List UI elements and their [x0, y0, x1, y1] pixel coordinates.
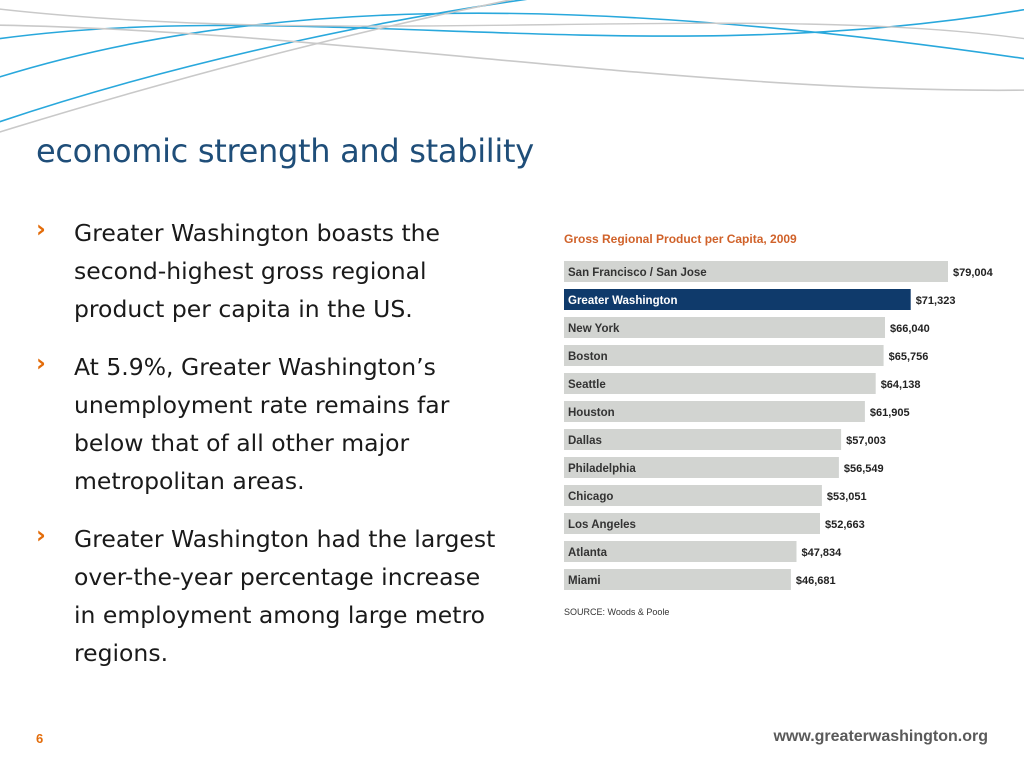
bar-category-label: Atlanta — [568, 547, 608, 559]
bar-value-label: $66,040 — [890, 323, 930, 335]
bar-value-label: $71,323 — [916, 295, 956, 307]
bar-category-label: Boston — [568, 351, 608, 363]
wave-line — [0, 24, 1024, 92]
chevron-right-icon: › — [36, 521, 46, 549]
bar-group: San Francisco / San Jose $79,004 Greater W… — [564, 261, 994, 590]
bar — [564, 569, 791, 590]
bar — [564, 513, 820, 534]
bar — [564, 317, 885, 338]
bar-value-label: $46,681 — [796, 575, 836, 587]
bullet-text: Greater Washington boasts the second-hig… — [74, 219, 441, 323]
bar-category-label: Seattle — [568, 379, 606, 391]
bar-value-label: $57,003 — [846, 435, 886, 447]
wave-line — [0, 8, 1024, 40]
bar-category-label: Miami — [568, 575, 601, 587]
chevron-right-icon: › — [36, 349, 46, 377]
page-number: 6 — [36, 731, 44, 746]
bar-category-label: New York — [568, 323, 620, 335]
bar — [564, 457, 839, 478]
bar-value-label: $79,004 — [953, 267, 994, 279]
bar-category-label: Houston — [568, 407, 615, 419]
bullet-text: At 5.9%, Greater Washington’s unemployme… — [74, 353, 450, 495]
wave-line — [0, 8, 1024, 40]
chevron-right-icon: › — [36, 215, 46, 243]
wave-line — [0, 0, 514, 133]
bar-category-label: Dallas — [568, 435, 602, 447]
bar — [564, 541, 797, 562]
bar — [564, 485, 822, 506]
bar — [564, 345, 884, 366]
bar-value-label: $56,549 — [844, 463, 884, 475]
bar — [564, 429, 842, 450]
slide-title: economic strength and stability — [36, 132, 534, 170]
bar-value-label: $47,834 — [802, 547, 843, 559]
bar-category-label: Chicago — [568, 491, 613, 503]
bullet-item: › Greater Washington boasts the second-h… — [36, 214, 496, 328]
bullet-list: › Greater Washington boasts the second-h… — [36, 214, 496, 692]
bar-category-label: Philadelphia — [568, 463, 636, 475]
wave-line — [0, 0, 528, 123]
bullet-text: Greater Washington had the largest over-… — [74, 525, 496, 667]
bar-category-label: Los Angeles — [568, 519, 636, 531]
bar-value-label: $52,663 — [825, 519, 865, 531]
wave-line — [0, 12, 1024, 78]
bar-category-label: San Francisco / San Jose — [568, 267, 707, 279]
chart-source: SOURCE: Woods & Poole — [564, 607, 669, 617]
bar-category-label: Greater Washington — [568, 295, 677, 307]
bar-value-label: $53,051 — [827, 491, 867, 503]
footer-url: www.greaterwashington.org — [773, 728, 988, 745]
bar-value-label: $65,756 — [889, 351, 929, 363]
chart-title: Gross Regional Product per Capita, 2009 — [564, 232, 797, 246]
bar-value-label: $61,905 — [870, 407, 910, 419]
bar — [564, 289, 911, 310]
bullet-item: › Greater Washington had the largest ove… — [36, 520, 496, 672]
decorative-wave-lines — [0, 0, 1024, 133]
gross-regional-product-chart: Gross Regional Product per Capita, 2009 … — [564, 232, 994, 617]
bar — [564, 401, 865, 422]
bullet-item: › At 5.9%, Greater Washington’s unemploy… — [36, 348, 496, 500]
bar — [564, 373, 876, 394]
bar-value-label: $64,138 — [881, 379, 921, 391]
bar — [564, 261, 948, 282]
